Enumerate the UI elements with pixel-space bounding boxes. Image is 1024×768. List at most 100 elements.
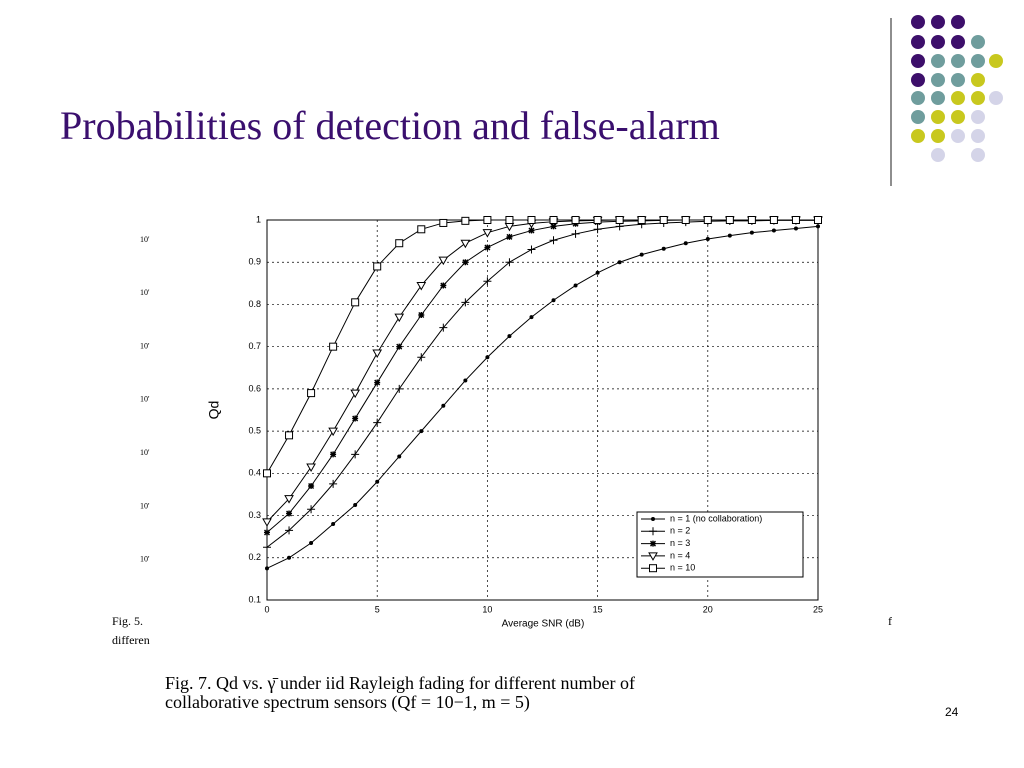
marker-part	[814, 216, 822, 224]
marker	[439, 323, 448, 332]
marker-part	[549, 216, 558, 224]
marker-part	[703, 216, 712, 224]
marker	[683, 241, 688, 246]
marker-part	[482, 229, 493, 238]
marker-part	[593, 216, 602, 224]
x-tick-label: 10	[482, 604, 492, 614]
marker	[419, 429, 424, 434]
marker-part	[263, 543, 271, 552]
marker-part	[262, 518, 272, 527]
marker-part	[351, 298, 360, 307]
marker	[353, 503, 358, 507]
fig-fragment: f	[888, 614, 892, 628]
fig-fragment: 10'	[140, 288, 150, 297]
marker	[816, 224, 820, 229]
marker-part	[352, 415, 359, 422]
marker	[571, 216, 580, 224]
marker	[725, 216, 734, 224]
marker	[418, 312, 425, 318]
marker	[814, 216, 822, 224]
marker-part	[372, 349, 383, 359]
marker-part	[441, 403, 446, 408]
marker-part	[397, 454, 402, 459]
marker-part	[505, 216, 514, 224]
marker-part	[374, 379, 381, 386]
slide-title: Probabilities of detection and false-ala…	[60, 103, 720, 148]
fig-fragment: Fig. 5.	[112, 614, 143, 628]
marker	[350, 389, 361, 399]
dot-decoration	[911, 15, 1003, 162]
legend-label: n = 1 (no collaboration)	[670, 513, 762, 523]
marker-part	[286, 510, 293, 517]
marker	[549, 236, 558, 245]
marker	[650, 540, 656, 547]
marker	[351, 298, 360, 307]
marker	[681, 216, 690, 224]
marker	[505, 258, 514, 267]
marker-part	[351, 450, 360, 459]
marker	[595, 270, 600, 275]
marker-part	[648, 552, 658, 561]
marker	[395, 239, 404, 248]
y-tick-label: 1	[256, 214, 261, 224]
fig-fragment: 10'	[140, 448, 150, 457]
marker	[483, 216, 492, 224]
marker-part	[375, 479, 380, 484]
marker	[287, 555, 292, 560]
marker-part	[650, 540, 656, 547]
page-number: 24	[945, 705, 959, 719]
marker-part	[705, 237, 710, 241]
marker	[747, 216, 756, 224]
marker-part	[484, 244, 491, 251]
marker	[395, 384, 404, 393]
marker-part	[529, 315, 534, 320]
marker-part	[659, 216, 668, 224]
y-tick-label: 0.8	[248, 299, 261, 309]
marker	[460, 239, 471, 249]
marker-part	[284, 495, 294, 504]
marker	[659, 216, 668, 224]
x-tick-label: 0	[264, 604, 269, 614]
marker	[648, 552, 658, 561]
marker	[484, 244, 491, 251]
marker-part	[649, 527, 657, 536]
marker-part	[417, 353, 426, 362]
x-tick-label: 25	[813, 604, 823, 614]
marker	[528, 227, 535, 234]
marker	[286, 510, 293, 517]
marker	[309, 541, 314, 545]
marker-part	[747, 216, 756, 224]
marker	[374, 379, 381, 386]
fig-fragment: 10'	[140, 235, 150, 244]
marker	[462, 259, 469, 266]
marker-part	[285, 431, 294, 440]
marker-part	[816, 224, 820, 229]
marker-part	[507, 334, 512, 339]
marker-part	[307, 505, 316, 514]
marker-part	[551, 298, 556, 303]
marker-part	[285, 526, 294, 535]
marker-part	[769, 216, 778, 224]
marker	[639, 252, 644, 257]
marker	[263, 469, 271, 478]
marker	[351, 450, 360, 459]
marker	[265, 566, 269, 571]
fig-fragment: 10'	[140, 395, 150, 404]
marker-part	[350, 389, 361, 399]
marker-part	[463, 378, 468, 383]
marker	[703, 216, 712, 224]
y-tick-label: 0.6	[248, 383, 261, 393]
marker	[527, 245, 536, 254]
marker-part	[306, 463, 316, 473]
marker	[661, 246, 666, 251]
marker-part	[373, 262, 382, 271]
y-tick-label: 0.1	[248, 594, 261, 604]
marker	[482, 229, 493, 238]
marker-part	[485, 355, 490, 360]
marker	[331, 522, 336, 526]
x-axis-label: Average SNR (dB)	[502, 619, 585, 630]
caption: Fig. 7. Qd vs. γ̄ under iid Rayleigh fad…	[165, 673, 635, 693]
marker	[649, 564, 657, 573]
marker	[505, 216, 514, 224]
